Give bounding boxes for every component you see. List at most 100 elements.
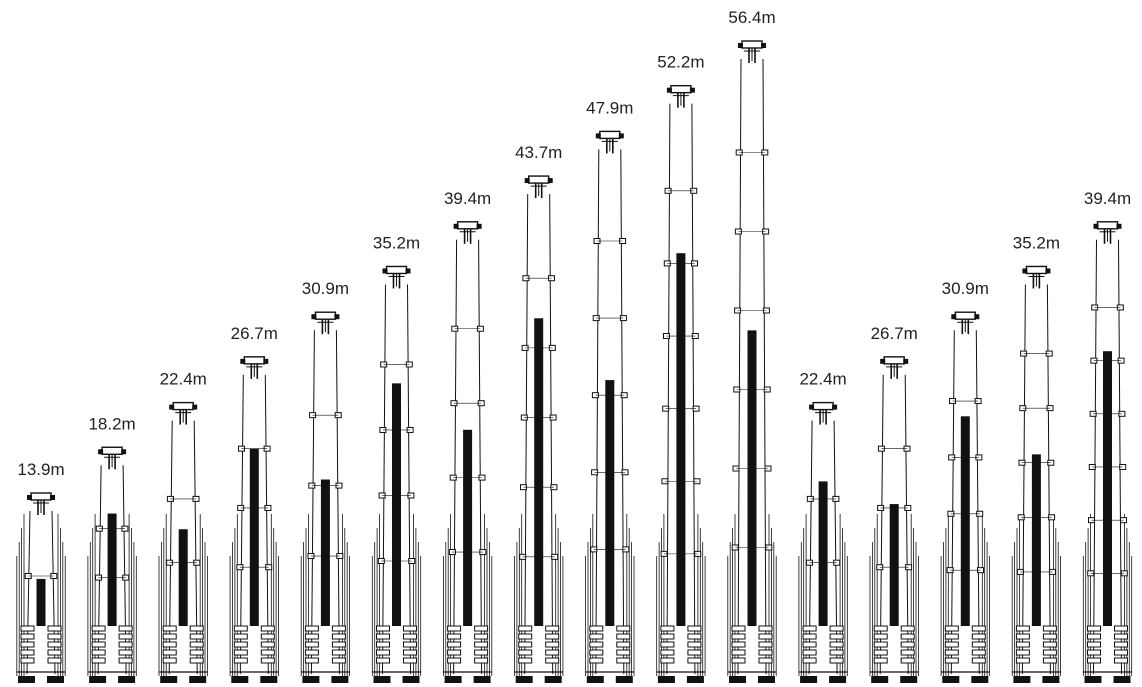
platform-rail — [260, 625, 275, 632]
platform-rail — [616, 625, 631, 632]
base-foot — [657, 676, 675, 683]
platform-rail — [900, 633, 915, 640]
boom-head — [385, 265, 408, 275]
boom-outline-right — [335, 330, 340, 675]
platform-rail — [331, 641, 346, 648]
platform-rail — [731, 649, 746, 656]
head-bracket — [311, 314, 317, 320]
head-bracket — [192, 404, 198, 410]
platform-rail — [474, 657, 489, 664]
platform-rail — [260, 633, 275, 640]
boom-length-label: 30.9m — [302, 279, 349, 298]
platform-rail — [971, 649, 986, 656]
boom-3: 22.4m — [158, 370, 208, 683]
platform-rail — [616, 633, 631, 640]
platform-rail — [687, 649, 702, 656]
platform-rail — [802, 641, 817, 648]
boom-outline-right — [833, 420, 838, 675]
platform-rail — [545, 641, 560, 648]
platform-rail — [545, 657, 560, 664]
boom-head — [812, 401, 834, 411]
platform-rail — [91, 641, 106, 648]
boom-outline-left — [879, 374, 884, 675]
boom-outline-left — [737, 58, 742, 675]
boom-outline-left — [453, 239, 458, 675]
head-bracket — [951, 314, 957, 320]
platform-rail — [162, 625, 177, 632]
boom-length-label: 22.4m — [160, 370, 207, 389]
platform-rail — [518, 625, 533, 632]
base-foot — [189, 676, 207, 683]
head-bracket — [761, 43, 766, 48]
platform-rail — [260, 649, 275, 656]
platform-rail — [1042, 641, 1057, 648]
boom-head — [172, 401, 194, 411]
platform-rail — [589, 641, 604, 648]
platform-rail — [233, 657, 248, 664]
head-bracket — [738, 43, 743, 48]
boom-length-label: 43.7m — [515, 143, 562, 162]
boom-length-label: 39.4m — [1084, 189, 1131, 208]
hydraulic-cylinder — [36, 578, 46, 626]
platform-rail — [304, 641, 319, 648]
platform-rail — [1114, 657, 1128, 664]
hydraulic-cylinder — [178, 529, 188, 626]
platform-rail — [829, 633, 844, 640]
platform-rail — [731, 641, 746, 648]
platform-rail — [331, 657, 346, 664]
boom-length-label: 35.2m — [1013, 233, 1060, 252]
boom-outline-left — [239, 374, 244, 675]
platform-rail — [731, 625, 746, 632]
boom-head — [599, 130, 621, 140]
platform-rail — [660, 657, 675, 664]
platform-rail — [589, 625, 604, 632]
platform-rail — [616, 649, 631, 656]
hydraulic-cylinder — [960, 416, 970, 626]
base-foot — [444, 676, 462, 683]
boom-outline-right — [193, 420, 198, 675]
hydraulic-cylinder — [534, 318, 544, 626]
boom-outline-left — [808, 420, 813, 675]
boom-7: 39.4m — [442, 189, 493, 683]
platform-rail — [829, 649, 844, 656]
platform-rail — [873, 625, 888, 632]
hydraulic-cylinder — [818, 481, 828, 626]
platform-rail — [944, 625, 959, 632]
boom-outline-right — [264, 374, 269, 675]
platform-rail — [758, 625, 773, 632]
base-foot — [829, 676, 847, 683]
boom-outline-left — [524, 194, 529, 675]
platform-rail — [189, 649, 204, 656]
boom-outline-right — [1118, 239, 1122, 675]
base-foot — [586, 676, 604, 683]
boom-length-label: 26.7m — [871, 324, 918, 343]
platform-rail — [474, 625, 489, 632]
platform-rail — [403, 649, 417, 656]
boom-length-label: 22.4m — [799, 370, 846, 389]
platform-rail — [758, 641, 773, 648]
base-foot — [544, 676, 562, 683]
boom-head — [528, 175, 550, 184]
platform-rail — [1015, 625, 1030, 632]
platform-rail — [900, 649, 915, 656]
booms-layer: 13.9m 18.2m 22.4m 26.7m 30.9m 35.2m 39.4m 43.7m… — [16, 8, 1133, 683]
platform-rail — [1015, 657, 1030, 664]
platform-rail — [518, 641, 533, 648]
platform-rail — [1042, 657, 1057, 664]
base-foot — [473, 676, 491, 683]
platform-rail — [900, 641, 915, 648]
platform-rail — [971, 625, 986, 632]
boom-8: 43.7m — [514, 143, 564, 683]
platform-rail — [474, 633, 489, 640]
head-bracket — [240, 358, 246, 364]
platform-rail — [971, 657, 986, 664]
platform-rail — [873, 633, 888, 640]
platform-rail — [1087, 625, 1101, 632]
boom-14: 30.9m — [940, 279, 990, 683]
platform-rail — [1042, 649, 1057, 656]
head-bracket — [1093, 223, 1099, 229]
boom-4: 26.7m — [229, 324, 279, 683]
boom-outline-right — [691, 103, 696, 675]
boom-outline-left — [666, 103, 671, 675]
platform-rail — [545, 633, 560, 640]
